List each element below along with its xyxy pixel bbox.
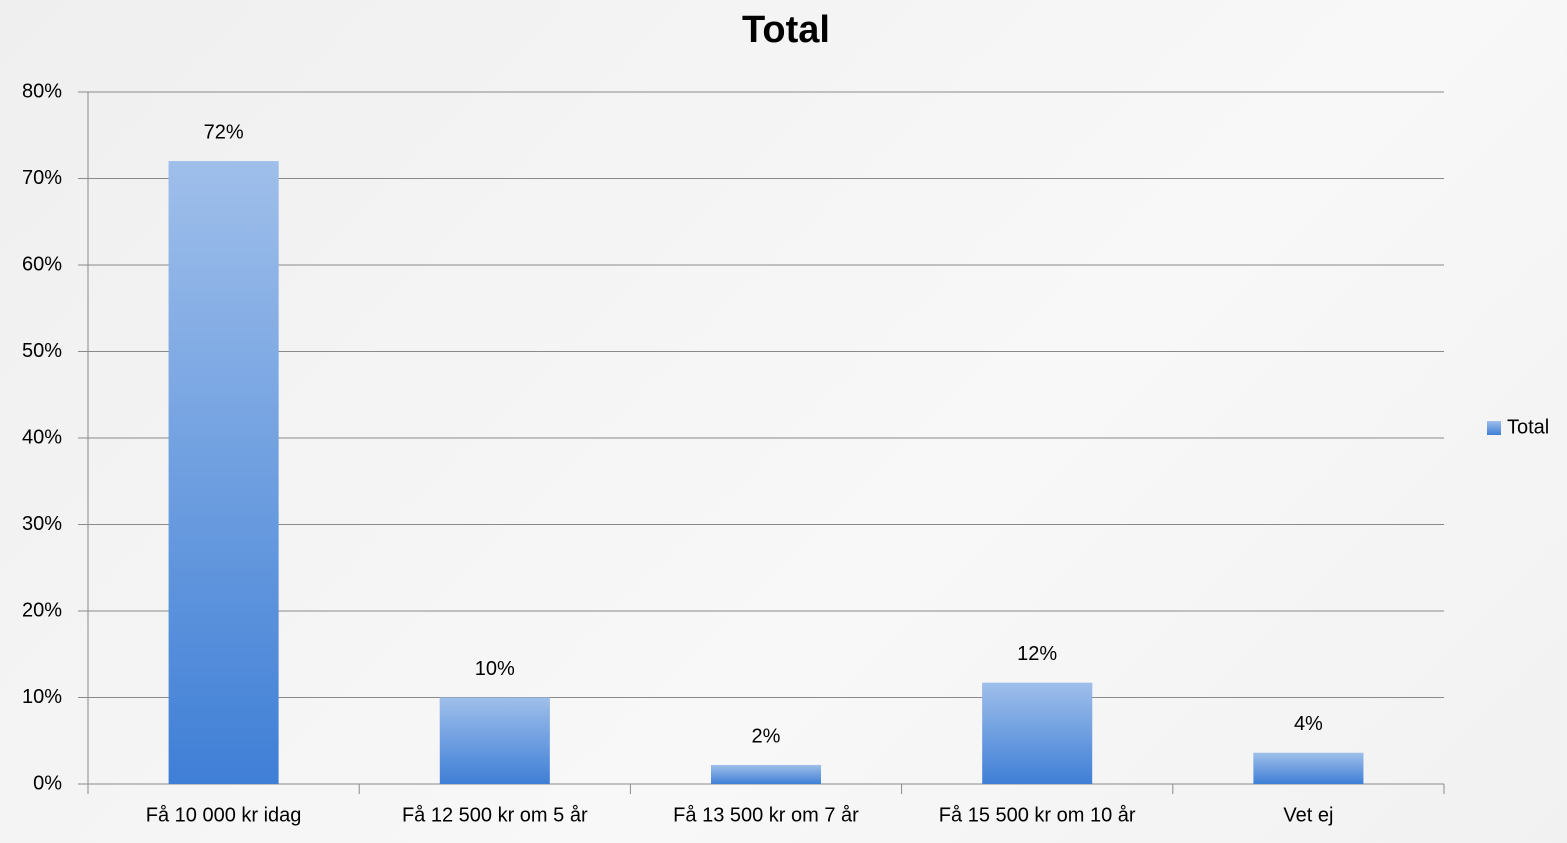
y-tick-label: 60% <box>22 253 62 275</box>
y-tick-label: 0% <box>33 772 62 794</box>
data-label: 10% <box>475 658 515 680</box>
y-tick-label: 10% <box>22 686 62 708</box>
chart-title: Total <box>742 9 830 51</box>
data-label: 2% <box>752 725 781 747</box>
y-tick-label: 30% <box>22 513 62 535</box>
data-label: 72% <box>204 121 244 143</box>
y-tick-label: 20% <box>22 599 62 621</box>
bar-shine <box>982 682 1093 784</box>
x-tick-label: Få 15 500 kr om 10 år <box>939 804 1136 826</box>
x-tick-label: Vet ej <box>1283 804 1333 826</box>
y-tick-label: 40% <box>22 426 62 448</box>
y-tick-label: 80% <box>22 80 62 102</box>
x-tick-label: Få 13 500 kr om 7 år <box>673 804 859 826</box>
data-label: 4% <box>1294 713 1323 735</box>
bar-shine <box>168 161 279 784</box>
bar-shine <box>1253 752 1364 784</box>
bar-shine <box>711 764 821 784</box>
bar-shine <box>439 697 550 784</box>
data-label: 12% <box>1017 643 1057 665</box>
x-tick-label: Få 10 000 kr idag <box>146 804 302 826</box>
y-tick-label: 70% <box>22 167 62 189</box>
legend-label: Total <box>1507 416 1549 438</box>
legend-swatch-shine <box>1487 421 1501 435</box>
y-tick-label: 50% <box>22 340 62 362</box>
x-tick-label: Få 12 500 kr om 5 år <box>402 804 588 826</box>
